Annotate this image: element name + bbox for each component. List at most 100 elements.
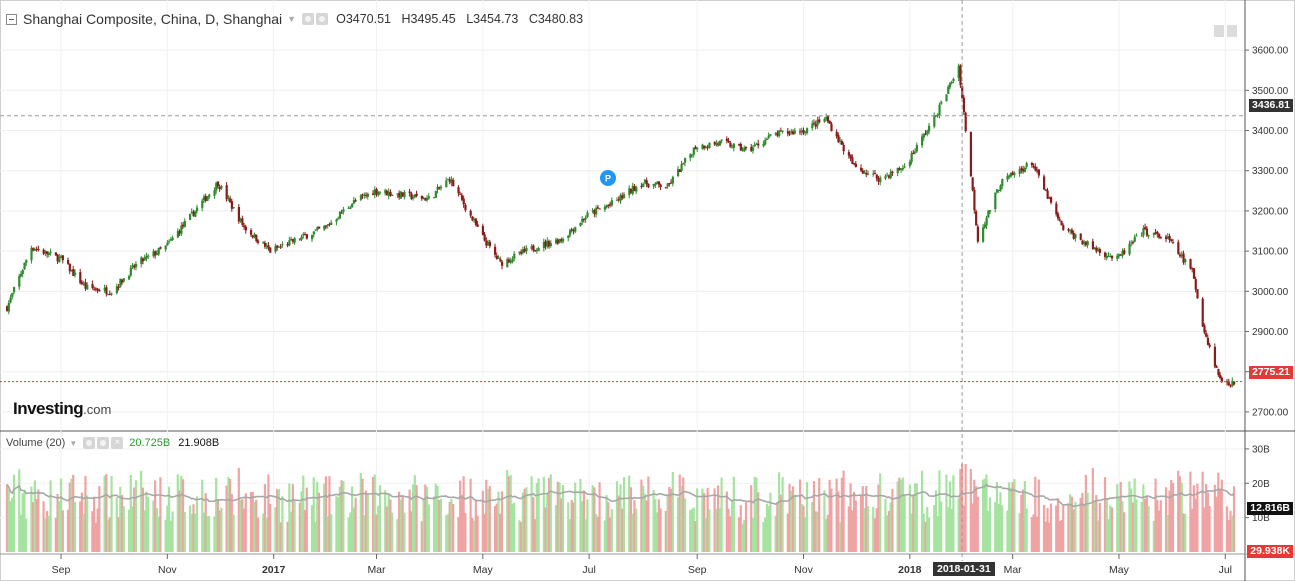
candle-body [671, 176, 674, 184]
candle-body [948, 83, 952, 88]
candle-body [1227, 382, 1230, 386]
candle-body [438, 186, 441, 189]
volume-bar [875, 508, 878, 552]
candle-body [842, 145, 845, 152]
settings-icon[interactable] [302, 13, 315, 25]
volume-bar [1069, 494, 1072, 552]
volume-bar [1034, 476, 1037, 552]
volume-bar [598, 482, 601, 552]
candle-body [1074, 234, 1077, 239]
volume-bar [1109, 505, 1112, 552]
volume-bar [950, 509, 953, 552]
volume-bar [171, 511, 174, 552]
visibility-icon[interactable] [97, 437, 110, 449]
volume-bar [103, 475, 106, 552]
candle-body [629, 188, 633, 193]
collapse-icon[interactable] [6, 13, 17, 25]
candle-body [704, 147, 708, 149]
volume-bar [1205, 484, 1208, 552]
volume-bar [61, 510, 64, 552]
volume-bar [1049, 503, 1053, 552]
volume-bar [274, 507, 277, 552]
scroll-right-icon[interactable] [1227, 25, 1237, 37]
candle-body [131, 265, 134, 267]
candle-body [976, 226, 979, 242]
candle-body [86, 284, 89, 290]
volume-bar [1035, 516, 1039, 552]
candle-body [424, 197, 427, 201]
candle-body [35, 248, 38, 250]
candle-body [1213, 346, 1217, 367]
volume-bar [1098, 502, 1101, 552]
candle-body [168, 241, 171, 243]
candle-body [305, 234, 308, 239]
candle-body [926, 130, 929, 134]
volume-bar [208, 516, 211, 552]
candle-body [384, 190, 387, 194]
candle-body [494, 246, 497, 255]
volume-bar [398, 491, 401, 552]
close-icon[interactable]: × [111, 437, 124, 449]
candle-body [921, 136, 924, 146]
candle-body [549, 243, 552, 247]
candle-body [330, 222, 333, 225]
volume-bar [743, 520, 746, 552]
candle-body [347, 207, 350, 209]
candle-body [1044, 189, 1047, 191]
candle-body [1177, 242, 1180, 254]
volume-bar [1121, 501, 1124, 552]
candle-body [183, 220, 186, 227]
volume-bar [350, 486, 354, 552]
volume-bar [59, 478, 63, 552]
candle-body [1191, 268, 1194, 270]
volume-bar [608, 517, 612, 552]
volume-bar [969, 468, 972, 552]
volume-bar [1067, 503, 1070, 552]
time-tick-label: May [473, 564, 494, 576]
time-tick-label: Sep [52, 564, 71, 576]
candle-body [1046, 190, 1049, 199]
volume-bar [741, 523, 744, 552]
volume-bar [1145, 496, 1148, 552]
volume-bar [640, 479, 643, 552]
candle-body [812, 122, 816, 124]
candle-body [33, 249, 37, 251]
candle-body [994, 192, 997, 210]
volume-bar [561, 485, 565, 552]
settings-icon[interactable] [83, 437, 96, 449]
candle-body [969, 132, 973, 177]
symbol-title[interactable]: Shanghai Composite, China, D, Shanghai [23, 11, 283, 27]
volume-bar [1168, 490, 1171, 552]
volume-bar [839, 522, 842, 552]
volume-label[interactable]: Volume (20) [6, 437, 66, 449]
volume-bar [948, 481, 952, 552]
volume-bar [33, 480, 36, 552]
scroll-left-icon[interactable] [1214, 25, 1224, 37]
candle-body [934, 115, 938, 117]
candle-body [342, 209, 345, 213]
candle-body [656, 182, 659, 185]
volume-bar [110, 475, 113, 552]
volume-bar [1025, 508, 1028, 552]
volume-bar [973, 479, 976, 552]
volume-bar [778, 472, 781, 552]
volume-bar [793, 494, 796, 552]
candle-body [506, 259, 509, 267]
candle-body [1229, 385, 1232, 387]
candle-body [825, 117, 828, 120]
volume-bar [812, 480, 816, 552]
candle-body [765, 138, 769, 140]
volume-bar [1225, 506, 1229, 552]
candle-body [1022, 169, 1025, 172]
volume-bar [997, 503, 1000, 552]
volume-bar [326, 516, 329, 552]
chevron-down-icon[interactable]: ▼ [69, 438, 78, 448]
volume-tick-label: 30B [1252, 444, 1270, 455]
chevron-down-icon[interactable]: ▼ [287, 14, 297, 24]
volume-bars [5, 463, 1236, 552]
visibility-icon[interactable] [316, 13, 329, 25]
candle-body [338, 211, 342, 219]
candle-body [147, 255, 150, 257]
volume-bar [420, 521, 423, 552]
